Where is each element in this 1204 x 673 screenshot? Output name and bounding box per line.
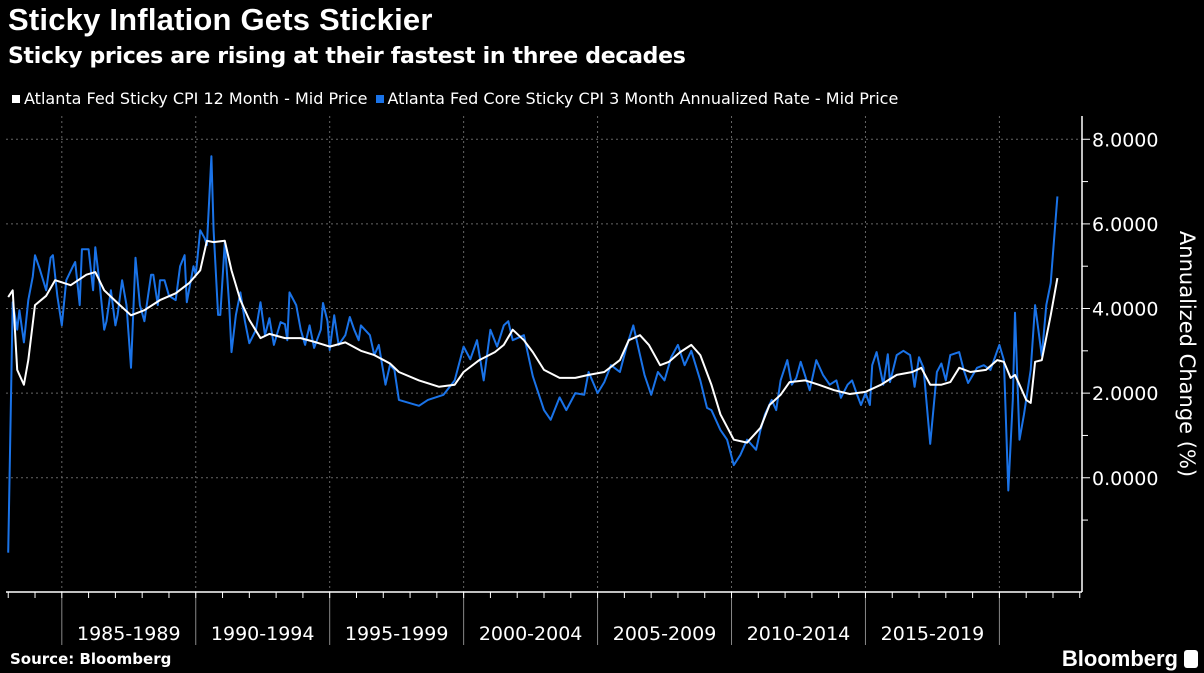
bloomberg-logo: Bloomberg [1062, 646, 1198, 672]
legend-item-sticky-cpi-12m: Atlanta Fed Sticky CPI 12 Month - Mid Pr… [12, 89, 368, 108]
legend-item-core-sticky-cpi-3m: Atlanta Fed Core Sticky CPI 3 Month Annu… [375, 89, 899, 108]
y-tick-label: 4.0000 [1092, 299, 1158, 321]
x-tick-label: 1995-1999 [345, 623, 449, 645]
bloomberg-chart-icon [1184, 650, 1198, 668]
series-line-core-sticky-cpi-3m [7, 155, 1059, 553]
x-tick-label: 2000-2004 [479, 623, 583, 645]
x-tick-label: 2015-2019 [881, 623, 985, 645]
y-tick-label: 8.0000 [1092, 129, 1158, 151]
chart-title: Sticky Inflation Gets Stickier [8, 2, 433, 37]
axes: 0.0000 2.0000 4.0000 6.0000 8.0000 1985-1989 1… [6, 116, 1158, 645]
legend: Atlanta Fed Sticky CPI 12 Month - Mid Pr… [12, 89, 906, 108]
x-tick-label: 1985-1989 [77, 623, 181, 645]
gridlines [6, 116, 1082, 592]
x-tick-label: 2005-2009 [613, 623, 717, 645]
series-line-sticky-cpi-12m [7, 239, 1059, 444]
legend-swatch-white [12, 94, 20, 103]
legend-label: Atlanta Fed Core Sticky CPI 3 Month Annu… [387, 89, 899, 108]
y-tick-label: 0.0000 [1092, 468, 1158, 490]
y-tick-label: 6.0000 [1092, 214, 1158, 236]
source-note: Source: Bloomberg [10, 650, 172, 668]
series-lines [7, 155, 1059, 553]
legend-swatch-blue [375, 94, 384, 103]
x-tick-label: 1990-1994 [211, 623, 315, 645]
legend-label: Atlanta Fed Sticky CPI 12 Month - Mid Pr… [24, 89, 368, 108]
y-axis-label: Annualized Change (%) [1175, 231, 1199, 477]
x-tick-label: 2010-2014 [747, 623, 851, 645]
logo-text: Bloomberg [1061, 646, 1178, 671]
chart-subtitle: Sticky prices are rising at their fastes… [8, 44, 686, 69]
y-tick-label: 2.0000 [1092, 383, 1158, 405]
